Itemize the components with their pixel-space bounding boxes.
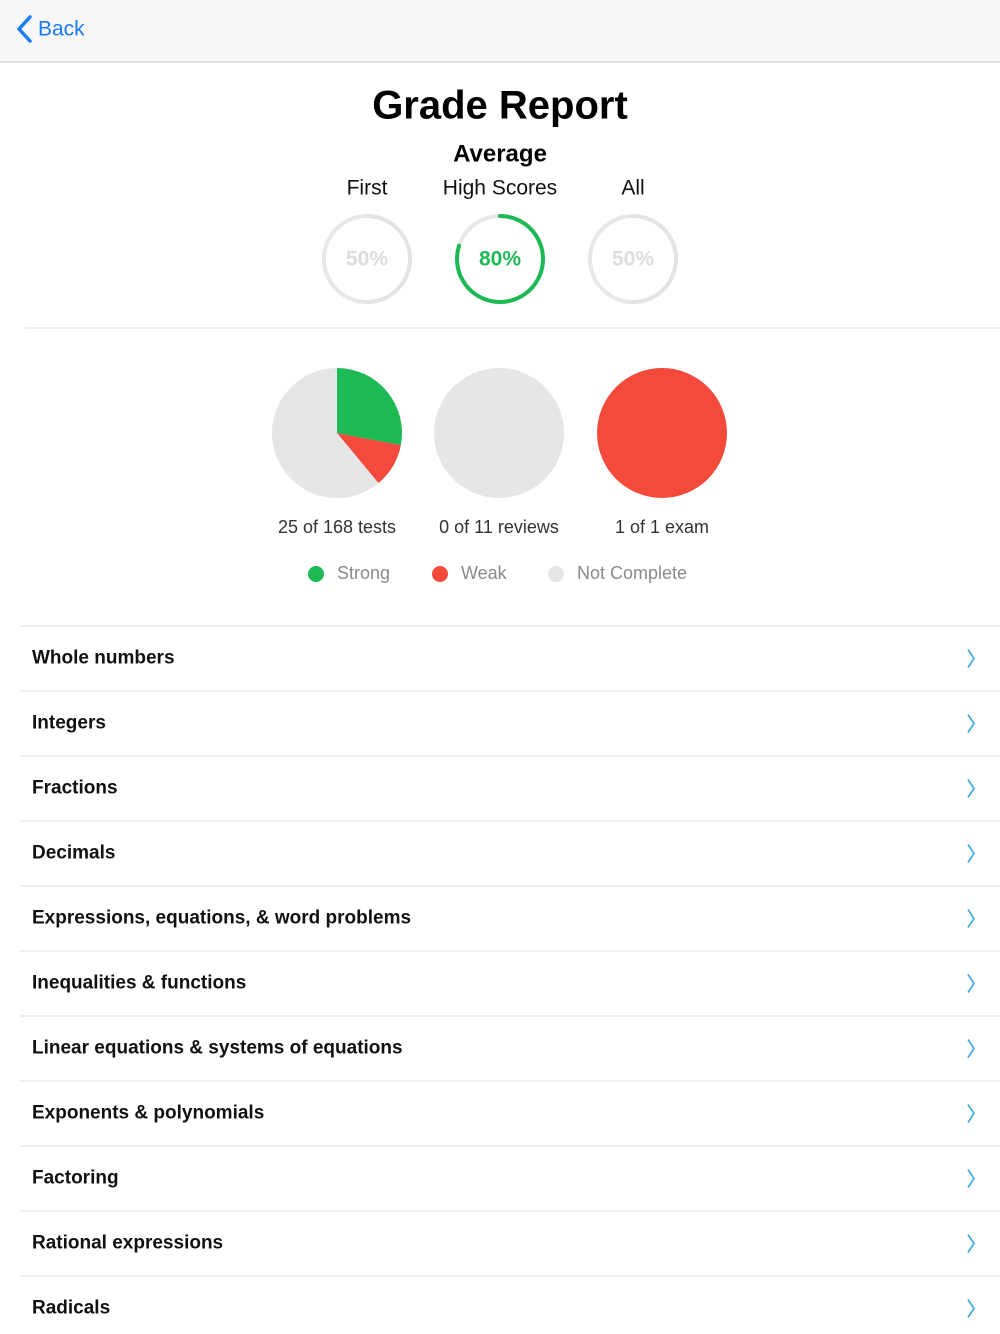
ring-category: First xyxy=(347,177,388,200)
ring-value-label: 50% xyxy=(346,248,388,271)
ring-value-label: 50% xyxy=(612,248,654,271)
list-row[interactable] xyxy=(20,822,1000,886)
legend-label: Strong xyxy=(337,563,390,583)
legend-label: Not Complete xyxy=(577,563,687,583)
nav-bar xyxy=(0,0,1000,62)
row-label[interactable]: Integers xyxy=(32,713,106,734)
row-chevron xyxy=(967,974,975,993)
pie-caption: 1 of 1 exam xyxy=(615,517,709,537)
row-label[interactable]: Whole numbers xyxy=(32,648,175,669)
back-button[interactable]: Back xyxy=(17,15,85,43)
row-label[interactable]: Exponents & polynomials xyxy=(32,1103,264,1124)
ring-arc xyxy=(455,214,545,304)
row-label[interactable]: Radicals xyxy=(32,1298,110,1319)
row-chevron xyxy=(967,1039,975,1058)
row-chevron xyxy=(967,1299,975,1318)
row-label[interactable]: Inequalities & functions xyxy=(32,973,246,994)
row-chevron xyxy=(967,909,975,928)
row-chevron xyxy=(967,649,975,668)
back-label[interactable]: Back xyxy=(38,18,85,41)
list-row[interactable] xyxy=(20,757,1000,821)
legend-dot xyxy=(308,566,324,582)
title: Grade Report xyxy=(372,84,628,128)
ring-value-label: 80% xyxy=(479,248,521,271)
row-chevron xyxy=(967,714,975,733)
ring-arc xyxy=(631,214,678,304)
subtitle: Average xyxy=(453,140,547,167)
ring-arc xyxy=(365,214,412,304)
pie-slice xyxy=(337,368,402,446)
row-label[interactable]: Expressions, equations, & word problems xyxy=(32,908,411,929)
list-row[interactable] xyxy=(20,1147,1000,1211)
pie-slice xyxy=(272,368,379,498)
row-chevron xyxy=(967,1104,975,1123)
back-chevron xyxy=(17,15,32,43)
row-chevron xyxy=(967,844,975,863)
row-chevron xyxy=(967,1234,975,1253)
legend-dot xyxy=(548,566,564,582)
list-row[interactable] xyxy=(20,692,1000,756)
ring-category: All xyxy=(621,177,644,200)
legend-label: Weak xyxy=(461,563,508,583)
row-label[interactable]: Factoring xyxy=(32,1168,119,1189)
legend-dot xyxy=(432,566,448,582)
pie-caption: 0 of 11 reviews xyxy=(439,517,559,537)
list-row[interactable] xyxy=(20,1277,1000,1334)
pie-slice xyxy=(434,368,564,498)
row-label[interactable]: Linear equations & systems of equations xyxy=(32,1038,403,1059)
row-chevron xyxy=(967,1169,975,1188)
row-chevron xyxy=(967,779,975,798)
ring-category: High Scores xyxy=(443,177,557,200)
pie-slice xyxy=(337,433,401,484)
pie-slice xyxy=(597,368,727,498)
pie-caption: 25 of 168 tests xyxy=(278,517,396,537)
row-label[interactable]: Decimals xyxy=(32,843,115,864)
row-label[interactable]: Rational expressions xyxy=(32,1233,223,1254)
row-label[interactable]: Fractions xyxy=(32,778,118,799)
